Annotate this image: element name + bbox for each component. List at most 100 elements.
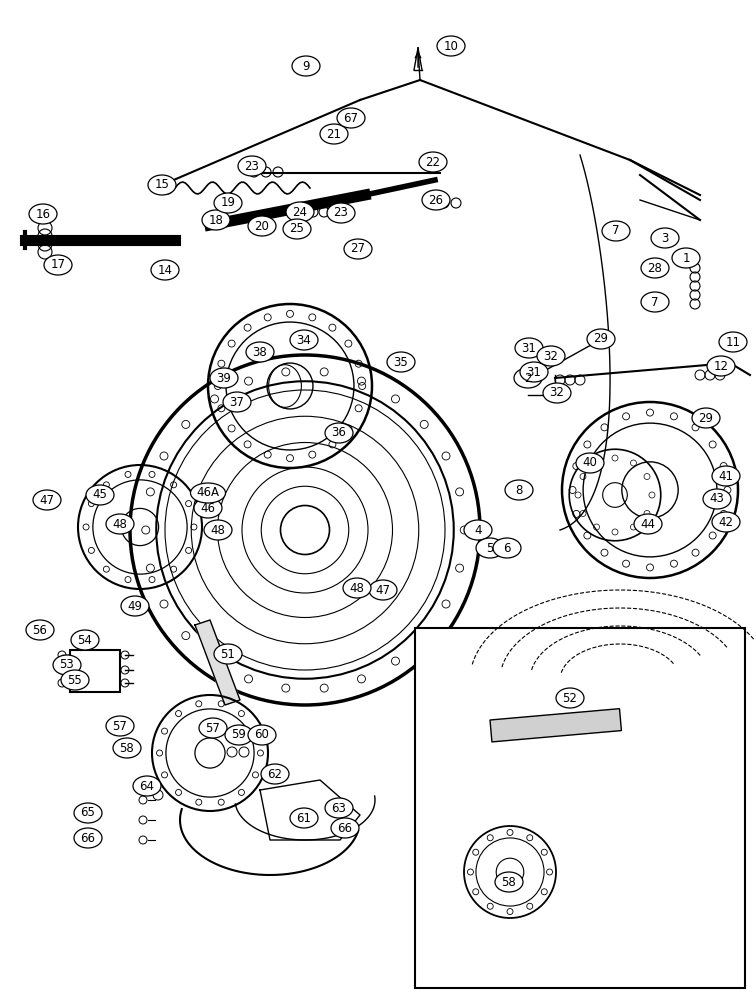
- Text: 3: 3: [662, 232, 669, 244]
- Text: 21: 21: [327, 127, 342, 140]
- Ellipse shape: [26, 620, 54, 640]
- Ellipse shape: [556, 688, 584, 708]
- Text: 23: 23: [333, 207, 349, 220]
- Ellipse shape: [369, 580, 397, 600]
- Ellipse shape: [703, 489, 731, 509]
- Polygon shape: [195, 620, 240, 705]
- Ellipse shape: [290, 330, 318, 350]
- Ellipse shape: [121, 596, 149, 616]
- Text: 46A: 46A: [197, 487, 219, 499]
- Text: 59: 59: [231, 728, 246, 742]
- Ellipse shape: [520, 362, 548, 382]
- Ellipse shape: [151, 260, 179, 280]
- Text: 53: 53: [60, 658, 74, 672]
- Ellipse shape: [543, 383, 571, 403]
- Ellipse shape: [71, 630, 99, 650]
- Text: 44: 44: [640, 518, 655, 530]
- Text: 12: 12: [714, 360, 729, 372]
- Text: 15: 15: [154, 178, 169, 192]
- Text: 8: 8: [516, 484, 522, 496]
- Ellipse shape: [290, 808, 318, 828]
- Ellipse shape: [113, 738, 141, 758]
- Ellipse shape: [327, 203, 355, 223]
- Ellipse shape: [194, 498, 222, 518]
- Text: 41: 41: [718, 470, 733, 483]
- Ellipse shape: [576, 453, 604, 473]
- Text: 2: 2: [524, 371, 531, 384]
- Text: 25: 25: [290, 223, 305, 235]
- Ellipse shape: [641, 258, 669, 278]
- Text: 19: 19: [221, 196, 236, 210]
- Ellipse shape: [719, 332, 747, 352]
- Ellipse shape: [587, 329, 615, 349]
- Text: 32: 32: [544, 350, 559, 362]
- Text: 17: 17: [51, 258, 66, 271]
- Text: 47: 47: [39, 493, 54, 506]
- Text: 55: 55: [67, 674, 82, 686]
- Ellipse shape: [286, 202, 314, 222]
- Ellipse shape: [202, 210, 230, 230]
- Ellipse shape: [214, 193, 242, 213]
- Text: 9: 9: [302, 60, 310, 73]
- Text: 26: 26: [429, 194, 444, 207]
- Text: 40: 40: [583, 456, 597, 470]
- Text: 1: 1: [682, 251, 689, 264]
- Bar: [415, 628, 745, 988]
- Text: 35: 35: [394, 356, 408, 368]
- Bar: [490, 709, 621, 742]
- Text: 57: 57: [113, 720, 128, 732]
- Ellipse shape: [204, 520, 232, 540]
- Ellipse shape: [106, 514, 134, 534]
- Text: 23: 23: [244, 159, 259, 172]
- Ellipse shape: [238, 156, 266, 176]
- Text: 29: 29: [699, 412, 714, 424]
- Text: 48: 48: [349, 582, 364, 594]
- Ellipse shape: [248, 216, 276, 236]
- Text: 27: 27: [351, 242, 365, 255]
- Ellipse shape: [283, 219, 311, 239]
- Ellipse shape: [74, 803, 102, 823]
- Ellipse shape: [505, 480, 533, 500]
- Text: 66: 66: [337, 822, 352, 834]
- Ellipse shape: [74, 828, 102, 848]
- Ellipse shape: [61, 670, 89, 690]
- Ellipse shape: [537, 346, 565, 366]
- Text: 37: 37: [230, 395, 244, 408]
- Ellipse shape: [210, 368, 238, 388]
- Ellipse shape: [387, 352, 415, 372]
- Text: 11: 11: [726, 336, 740, 349]
- Text: 57: 57: [206, 722, 221, 734]
- Ellipse shape: [214, 644, 242, 664]
- Ellipse shape: [344, 239, 372, 259]
- Ellipse shape: [422, 190, 450, 210]
- Text: 64: 64: [140, 780, 154, 792]
- Text: 38: 38: [253, 346, 268, 359]
- Ellipse shape: [148, 175, 176, 195]
- Ellipse shape: [106, 716, 134, 736]
- Ellipse shape: [692, 408, 720, 428]
- Text: 52: 52: [562, 692, 578, 704]
- Ellipse shape: [331, 818, 359, 838]
- Ellipse shape: [437, 36, 465, 56]
- Text: 5: 5: [486, 542, 494, 554]
- Ellipse shape: [651, 228, 679, 248]
- Text: 47: 47: [376, 584, 391, 596]
- Text: 66: 66: [80, 832, 95, 844]
- Text: 32: 32: [550, 386, 565, 399]
- Ellipse shape: [493, 538, 521, 558]
- Ellipse shape: [419, 152, 447, 172]
- Ellipse shape: [225, 725, 253, 745]
- Ellipse shape: [634, 514, 662, 534]
- Ellipse shape: [191, 483, 225, 503]
- Text: 22: 22: [426, 155, 441, 168]
- Text: 60: 60: [255, 728, 269, 742]
- Ellipse shape: [641, 292, 669, 312]
- Text: 67: 67: [343, 111, 358, 124]
- Ellipse shape: [33, 490, 61, 510]
- Text: 42: 42: [718, 516, 733, 528]
- Text: 39: 39: [216, 371, 231, 384]
- Text: 56: 56: [33, 624, 48, 637]
- Text: 28: 28: [648, 261, 662, 274]
- Text: 46: 46: [200, 502, 215, 514]
- Text: 24: 24: [293, 206, 308, 219]
